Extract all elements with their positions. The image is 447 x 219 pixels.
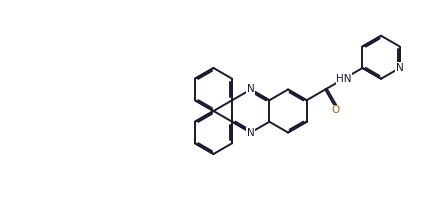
- Text: HN: HN: [336, 74, 352, 84]
- Text: O: O: [332, 105, 340, 115]
- Text: N: N: [396, 63, 404, 73]
- Text: N: N: [247, 85, 255, 95]
- Text: N: N: [247, 127, 255, 138]
